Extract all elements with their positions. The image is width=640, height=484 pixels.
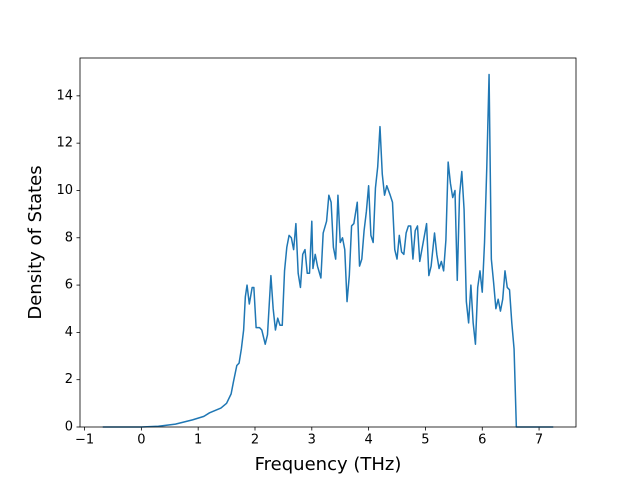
- x-tick-label: 2: [251, 433, 259, 448]
- y-tick-label: 14: [56, 88, 73, 103]
- x-axis-label: Frequency (THz): [255, 454, 402, 475]
- y-tick-label: 2: [65, 372, 73, 387]
- y-axis-label: Density of States: [25, 165, 46, 319]
- y-tick-label: 8: [65, 230, 73, 245]
- y-tick-label: 10: [56, 183, 73, 198]
- x-tick-label: 6: [478, 433, 486, 448]
- x-tick-label: 7: [535, 433, 543, 448]
- plot-frame: [79, 57, 577, 428]
- y-tick-label: 0: [65, 420, 73, 435]
- x-tick-label: 4: [364, 433, 372, 448]
- y-tick-label: 6: [65, 278, 73, 293]
- y-tick-label: 4: [65, 325, 73, 340]
- y-tick-label: 12: [56, 136, 73, 151]
- x-tick-label: 3: [308, 433, 316, 448]
- x-tick-label: 1: [194, 433, 202, 448]
- x-tick-label: 5: [421, 433, 429, 448]
- x-tick-label: −1: [75, 433, 94, 448]
- data-line: [102, 73, 554, 428]
- x-tick-label: 0: [137, 433, 145, 448]
